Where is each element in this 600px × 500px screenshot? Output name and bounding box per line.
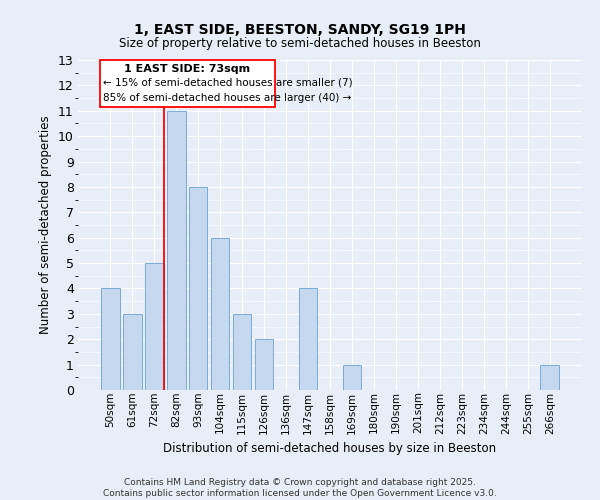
Bar — [145, 263, 164, 390]
X-axis label: Distribution of semi-detached houses by size in Beeston: Distribution of semi-detached houses by … — [163, 442, 497, 455]
Y-axis label: Number of semi-detached properties: Number of semi-detached properties — [40, 116, 52, 334]
Text: 85% of semi-detached houses are larger (40) →: 85% of semi-detached houses are larger (… — [103, 93, 352, 103]
Bar — [343, 364, 361, 390]
Bar — [123, 314, 142, 390]
Text: Contains HM Land Registry data © Crown copyright and database right 2025.
Contai: Contains HM Land Registry data © Crown c… — [103, 478, 497, 498]
Bar — [189, 187, 208, 390]
FancyBboxPatch shape — [100, 60, 275, 107]
Bar — [101, 288, 119, 390]
Bar — [255, 339, 274, 390]
Text: ← 15% of semi-detached houses are smaller (7): ← 15% of semi-detached houses are smalle… — [103, 78, 353, 88]
Text: 1 EAST SIDE: 73sqm: 1 EAST SIDE: 73sqm — [124, 64, 250, 74]
Text: Size of property relative to semi-detached houses in Beeston: Size of property relative to semi-detach… — [119, 38, 481, 51]
Text: 1, EAST SIDE, BEESTON, SANDY, SG19 1PH: 1, EAST SIDE, BEESTON, SANDY, SG19 1PH — [134, 22, 466, 36]
Bar — [541, 364, 559, 390]
Bar — [299, 288, 317, 390]
Bar — [211, 238, 229, 390]
Bar — [167, 111, 185, 390]
Bar — [233, 314, 251, 390]
